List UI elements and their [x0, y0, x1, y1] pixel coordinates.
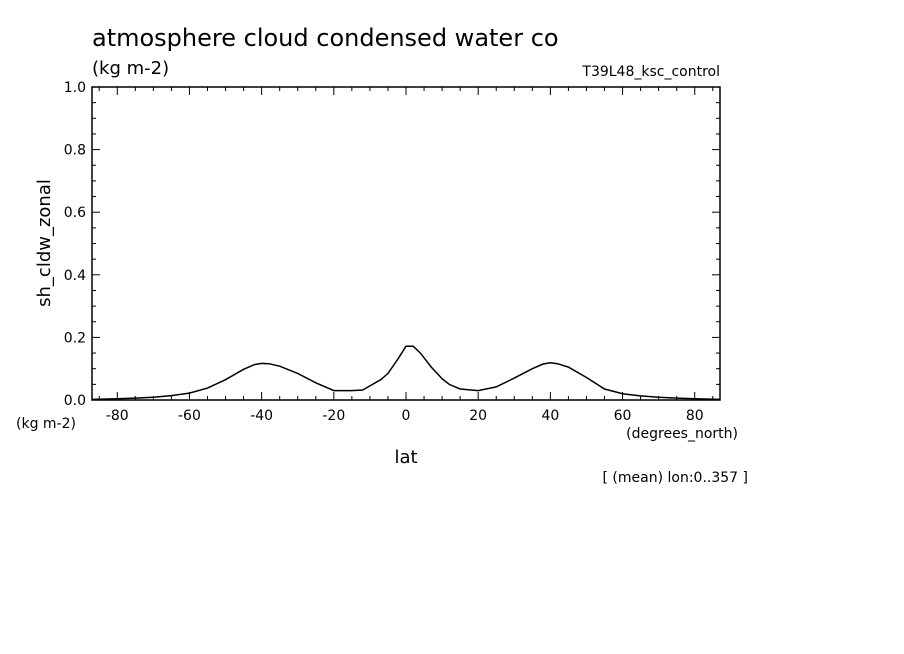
x-tick-label: -60	[178, 408, 201, 424]
y-axis-units: (kg m-2)	[16, 416, 76, 432]
x-tick-label: 80	[686, 408, 704, 424]
y-tick-label: 0.4	[64, 268, 86, 284]
x-axis-units: (degrees_north)	[626, 426, 738, 442]
minor-ticks	[92, 87, 720, 400]
y-tick-label: 0.8	[64, 143, 86, 159]
y-tick-label: 0.2	[64, 330, 86, 346]
x-tick-label: -20	[322, 408, 345, 424]
plot-frame	[91, 86, 721, 401]
chart-title: atmosphere cloud condensed water co	[92, 24, 559, 52]
x-tick-label: 0	[402, 408, 411, 424]
x-axis-label: lat	[394, 447, 417, 468]
x-tick-label: 40	[541, 408, 559, 424]
y-tick-label: 0.0	[64, 393, 86, 409]
x-tick-label: 20	[469, 408, 487, 424]
series-line-sh-cldw-zonal	[91, 345, 721, 401]
x-tick-labels: -80 -60 -40 -20 0 20 40 60 80	[106, 408, 704, 424]
x-tick-label: -80	[106, 408, 129, 424]
chart-units: (kg m-2)	[92, 58, 169, 79]
run-label: T39L48_ksc_control	[581, 64, 720, 80]
y-tick-label: 0.6	[64, 205, 86, 221]
major-ticks	[92, 86, 720, 401]
x-tick-label: -40	[250, 408, 273, 424]
y-axis-label: sh_cldw_zonal	[34, 179, 55, 307]
x-tick-label: 60	[614, 408, 632, 424]
y-tick-label: 1.0	[64, 80, 86, 96]
y-tick-labels: 0.0 0.2 0.4 0.6 0.8 1.0	[64, 80, 86, 409]
footnote: [ (mean) lon:0..357 ]	[603, 470, 748, 486]
